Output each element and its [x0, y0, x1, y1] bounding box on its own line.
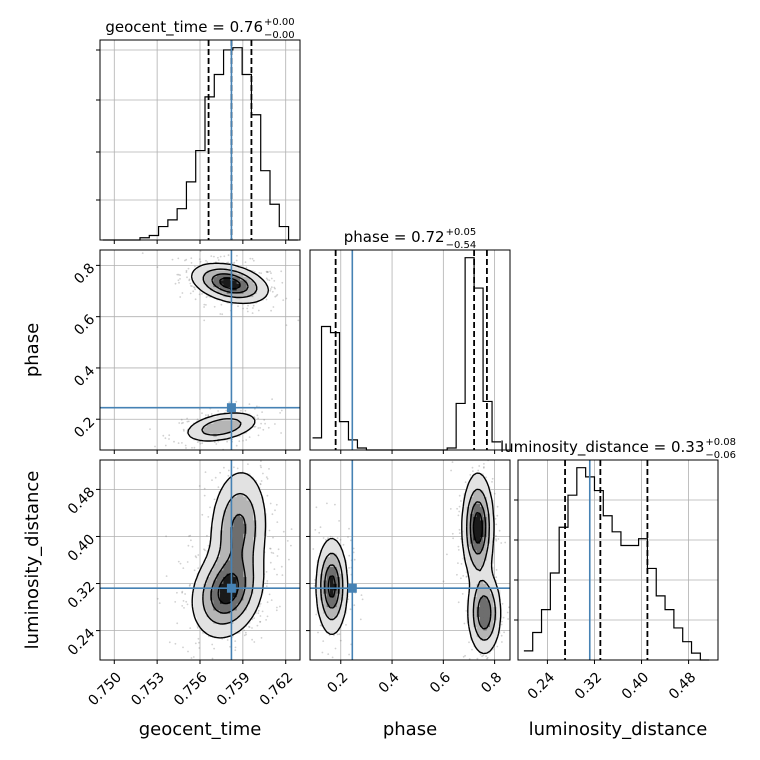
panel-border [517, 459, 719, 661]
title-minus-error: −0.00 [264, 30, 295, 41]
histogram-luminosity-distance: luminosity_distance = 0.33 +0.08 −0.06 [500, 437, 736, 661]
truth-marker [226, 403, 236, 413]
contour-level-3 [324, 501, 492, 630]
density-fill [186, 263, 268, 441]
panel-border [309, 249, 511, 451]
title-plus-error: +0.00 [264, 17, 295, 28]
contour-level-1 [191, 472, 267, 639]
contour-level-1 [315, 472, 502, 655]
density-phase-vs-geocent-time [99, 249, 301, 451]
histogram-step-line [523, 467, 710, 661]
title-plus-error: +0.08 [705, 437, 736, 448]
truth-marker [226, 583, 236, 593]
x-axis-label-luminosity-distance: luminosity_distance [529, 719, 708, 740]
histogram-title: luminosity_distance = 0.33 +0.08 −0.06 [500, 437, 736, 461]
contour-level-2 [320, 488, 497, 641]
histogram-step-line [102, 47, 298, 241]
contour-level-3 [210, 513, 247, 614]
histogram-phase: phase = 0.72 +0.05 −0.54 [309, 227, 511, 451]
truth-marker [347, 583, 357, 593]
panel-background [518, 460, 718, 660]
density-luminosity-distance-vs-phase [309, 459, 511, 661]
title-main: geocent_time = 0.76 [105, 18, 263, 37]
title-minus-error: −0.54 [446, 240, 477, 251]
density-luminosity-distance-vs-geocent-time [99, 459, 301, 661]
x-axis-label-geocent-time: geocent_time [139, 719, 262, 740]
panel-border [309, 459, 511, 661]
title-main: luminosity_distance = 0.33 [500, 438, 704, 457]
histogram-title: phase = 0.72 +0.05 −0.54 [344, 227, 476, 251]
density-contours [191, 472, 267, 639]
histogram-geocent-time: geocent_time = 0.76 +0.00 −0.00 [96, 17, 301, 241]
y-axis-label-phase: phase [22, 323, 43, 377]
x-axis-label-phase: phase [383, 719, 437, 740]
title-main: phase = 0.72 [344, 228, 445, 246]
panel-background [310, 250, 510, 450]
title-plus-error: +0.05 [446, 227, 477, 238]
histogram-title: geocent_time = 0.76 +0.00 −0.00 [105, 17, 294, 41]
density-contours [187, 262, 270, 442]
y-axis-label-luminosity-distance: luminosity_distance [22, 471, 43, 650]
title-minus-error: −0.06 [705, 450, 736, 461]
